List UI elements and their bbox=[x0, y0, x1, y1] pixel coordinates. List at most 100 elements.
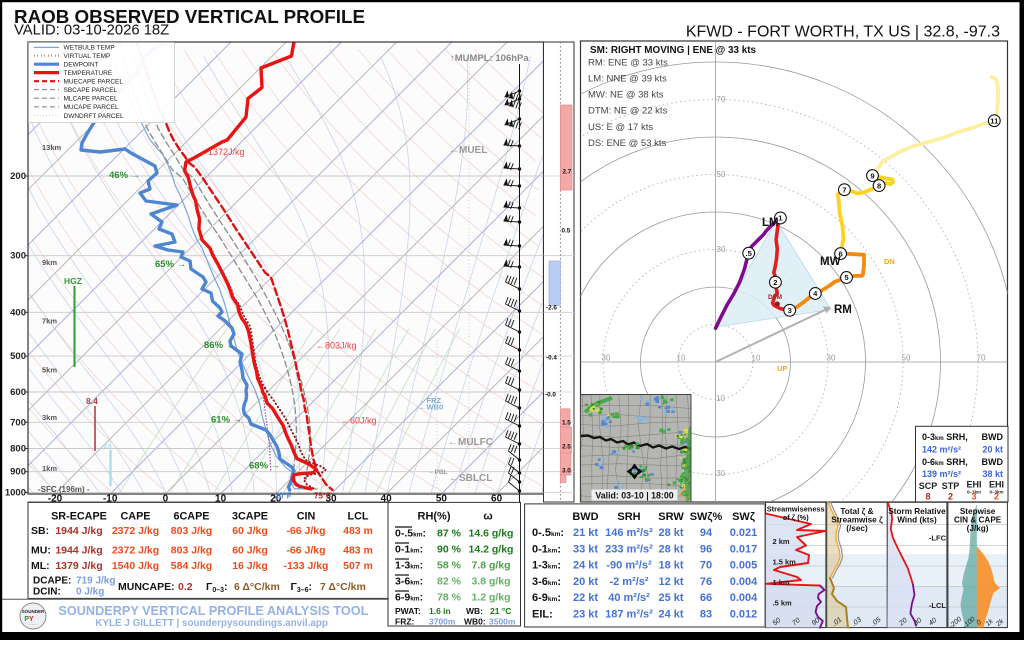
svg-text:WB:: WB: bbox=[466, 606, 483, 616]
svg-text:1379 J/kg: 1379 J/kg bbox=[55, 560, 102, 572]
svg-text:600: 600 bbox=[10, 387, 26, 398]
svg-text:-0.4: -0.4 bbox=[546, 355, 557, 362]
svg-text:5km: 5km bbox=[42, 366, 57, 375]
svg-text:······: ······ bbox=[29, 622, 37, 627]
svg-text:0.005: 0.005 bbox=[730, 560, 758, 572]
svg-text:20°F: 20°F bbox=[275, 492, 292, 501]
svg-text:483 m: 483 m bbox=[343, 525, 373, 537]
svg-text:30: 30 bbox=[602, 354, 611, 363]
svg-text:38 kt: 38 kt bbox=[982, 469, 1003, 479]
svg-text:96: 96 bbox=[700, 543, 712, 555]
svg-text:EIL:: EIL: bbox=[532, 609, 553, 621]
svg-text:18 kt: 18 kt bbox=[658, 560, 683, 572]
svg-text:2: 2 bbox=[948, 492, 953, 502]
svg-text:.5 km: .5 km bbox=[773, 599, 793, 608]
svg-text:SCP: SCP bbox=[919, 481, 938, 491]
svg-text:21 °C: 21 °C bbox=[490, 606, 511, 616]
svg-text:KFWD - FORT WORTH, TX US | 32.: KFWD - FORT WORTH, TX US | 32.8, -97.3 bbox=[686, 24, 1000, 41]
svg-text:68% →: 68% → bbox=[249, 461, 280, 472]
svg-text:50: 50 bbox=[902, 354, 911, 363]
svg-text:2372 J/kg: 2372 J/kg bbox=[112, 525, 159, 537]
svg-text:1540 J/kg: 1540 J/kg bbox=[112, 560, 159, 572]
svg-text:66: 66 bbox=[700, 592, 712, 604]
svg-text:22 kt: 22 kt bbox=[573, 592, 598, 604]
svg-text:CIN: CIN bbox=[297, 511, 316, 523]
svg-text:.5: .5 bbox=[746, 249, 753, 258]
svg-text:3.0: 3.0 bbox=[562, 468, 571, 475]
svg-text:800: 800 bbox=[10, 444, 26, 455]
svg-text:TEMPERATURE: TEMPERATURE bbox=[64, 70, 113, 77]
svg-text:719 J/kg: 719 J/kg bbox=[76, 576, 115, 587]
svg-text:50: 50 bbox=[717, 170, 726, 179]
svg-text:233 m²/s²: 233 m²/s² bbox=[605, 543, 653, 555]
svg-text:142 m²/s²: 142 m²/s² bbox=[922, 445, 961, 455]
svg-text:2: 2 bbox=[773, 278, 777, 287]
svg-text:EIL: EIL bbox=[104, 445, 114, 451]
svg-text:DCIN:: DCIN: bbox=[33, 587, 61, 598]
svg-text:10: 10 bbox=[215, 494, 227, 505]
svg-text:0-6km SRH,: 0-6km SRH, bbox=[922, 457, 968, 467]
svg-text:3700m: 3700m bbox=[429, 617, 456, 627]
svg-text:DCAPE:: DCAPE: bbox=[33, 576, 71, 587]
svg-text:SR-ECAPE: SR-ECAPE bbox=[51, 511, 107, 523]
svg-text:11: 11 bbox=[990, 116, 999, 125]
svg-text:DWNDRFT PARCEL: DWNDRFT PARCEL bbox=[64, 113, 124, 120]
svg-text:500: 500 bbox=[10, 351, 26, 362]
svg-text:RM: RM bbox=[834, 304, 852, 316]
svg-text:21 kt: 21 kt bbox=[573, 527, 598, 539]
svg-text:139 m²/s²: 139 m²/s² bbox=[922, 469, 961, 479]
svg-text:6CAPE: 6CAPE bbox=[173, 511, 209, 523]
svg-text:-0.0: -0.0 bbox=[545, 392, 556, 399]
svg-text:33 kt: 33 kt bbox=[573, 543, 598, 555]
svg-text:13km: 13km bbox=[42, 143, 62, 152]
svg-text:VALID: 03-10-2026 18Z: VALID: 03-10-2026 18Z bbox=[14, 23, 169, 39]
svg-text:RM: ENE @ 33 kts: RM: ENE @ 33 kts bbox=[588, 58, 668, 69]
svg-text:75°F: 75°F bbox=[314, 492, 331, 501]
svg-text:MW: NE @ 38 kts: MW: NE @ 38 kts bbox=[588, 90, 664, 101]
svg-text:94: 94 bbox=[700, 527, 713, 539]
svg-text:7km: 7km bbox=[42, 317, 57, 326]
svg-text:900: 900 bbox=[10, 467, 26, 478]
svg-text:9: 9 bbox=[870, 171, 874, 180]
svg-text:24 kt: 24 kt bbox=[658, 609, 683, 621]
svg-text:BWD: BWD bbox=[572, 511, 598, 523]
svg-text:7.8 g/kg: 7.8 g/kg bbox=[471, 560, 510, 572]
svg-text:700: 700 bbox=[10, 417, 26, 428]
svg-text:28 kt: 28 kt bbox=[658, 543, 683, 555]
svg-text:1-3km:: 1-3km: bbox=[395, 560, 423, 572]
svg-text:-SFC (196m) -: -SFC (196m) - bbox=[38, 485, 90, 494]
svg-text:2.7: 2.7 bbox=[563, 169, 572, 176]
svg-text:VIRTUAL TEMP: VIRTUAL TEMP bbox=[64, 53, 111, 60]
svg-text:1.6 in: 1.6 in bbox=[429, 606, 451, 616]
svg-text:78 %: 78 % bbox=[437, 592, 462, 604]
svg-text:BWD: BWD bbox=[982, 457, 1004, 467]
svg-text:0.2: 0.2 bbox=[178, 581, 193, 593]
svg-text:8.4: 8.4 bbox=[86, 396, 98, 406]
svg-text:60 J/kg: 60 J/kg bbox=[232, 525, 268, 537]
svg-text:0.5: 0.5 bbox=[562, 228, 571, 235]
svg-text:-LCL: -LCL bbox=[929, 601, 946, 610]
svg-text:-133 J/kg: -133 J/kg bbox=[284, 560, 329, 572]
svg-text:(/sec): (/sec) bbox=[846, 524, 868, 533]
svg-text:9km: 9km bbox=[42, 258, 57, 267]
svg-text:LM: NNE @ 39 kts: LM: NNE @ 39 kts bbox=[588, 74, 667, 85]
svg-text:46% →: 46% → bbox=[109, 170, 140, 181]
svg-text:483 m: 483 m bbox=[343, 545, 373, 557]
svg-text:0-1km:: 0-1km: bbox=[395, 544, 423, 556]
svg-text:PWAT:: PWAT: bbox=[395, 606, 421, 616]
svg-text:200: 200 bbox=[10, 171, 26, 182]
svg-text:CAPE: CAPE bbox=[121, 511, 151, 523]
svg-text:RH(%): RH(%) bbox=[418, 511, 451, 523]
svg-text:507 m: 507 m bbox=[343, 560, 373, 572]
svg-text:3CAPE: 3CAPE bbox=[232, 511, 268, 523]
svg-text:Wind (kts): Wind (kts) bbox=[897, 516, 937, 525]
svg-text:EHI: EHI bbox=[989, 480, 1004, 490]
svg-text:SOUNDERPY VERTICAL PROFILE ANA: SOUNDERPY VERTICAL PROFILE ANALYSIS TOOL bbox=[58, 604, 368, 618]
svg-text:MUCAPE PARCEL: MUCAPE PARCEL bbox=[64, 104, 120, 111]
svg-text:-2 m²/s²: -2 m²/s² bbox=[609, 576, 648, 588]
svg-text:←WB0: ←WB0 bbox=[419, 403, 443, 412]
svg-text:2 km: 2 km bbox=[773, 537, 790, 546]
svg-text:187 m²/s²: 187 m²/s² bbox=[605, 609, 653, 621]
svg-text:UP: UP bbox=[777, 364, 787, 373]
svg-text:1.5: 1.5 bbox=[562, 420, 571, 427]
